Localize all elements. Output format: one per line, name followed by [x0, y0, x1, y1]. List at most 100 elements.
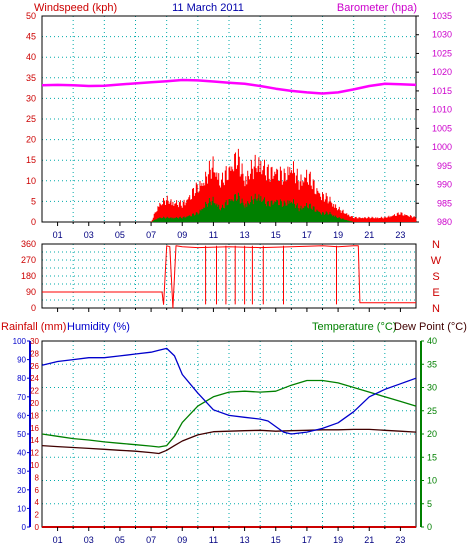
- wind-gust-series: [150, 148, 417, 222]
- barometer-y-tick-label: 1010: [432, 105, 452, 115]
- wind-y-tick-label: 20: [26, 135, 36, 145]
- barometer-y-tick-label: 1000: [432, 142, 452, 152]
- dewpoint-series: [41, 428, 417, 455]
- rain-y-tick-label: 18: [30, 411, 39, 420]
- wind-hour-label: 23: [395, 230, 405, 240]
- wind-hour-label: 03: [84, 230, 94, 240]
- barometer-y-tick-label: 990: [437, 180, 452, 190]
- wind-y-tick-label: 10: [26, 176, 36, 186]
- wind-direction-series: [42, 245, 416, 309]
- winddir-y-tick-label: 360: [21, 239, 36, 249]
- temperature-y-tick-label: 5: [427, 499, 432, 509]
- humidity-y-tick-label: 20: [17, 486, 26, 495]
- humidity-series: [41, 347, 417, 435]
- wind-y-tick-label: 45: [26, 32, 36, 42]
- rain-y-tick-label: 24: [30, 374, 39, 383]
- wind-y-tick-label: 30: [26, 93, 36, 103]
- wind-y-tick-label: 50: [26, 11, 36, 21]
- rain-y-tick-label: 0: [35, 523, 40, 532]
- barometer-y-tick-label: 1030: [432, 30, 452, 40]
- rain-y-tick-label: 22: [30, 387, 39, 396]
- rain-y-tick-label: 28: [30, 349, 39, 358]
- tick-layer: 0510152025303540455098098599099510001005…: [13, 11, 452, 545]
- temperature-y-tick-label: 20: [427, 429, 437, 439]
- temperature-y-tick-label: 35: [427, 359, 437, 369]
- wind-hour-label: 19: [333, 230, 343, 240]
- temperature-y-tick-label: 0: [427, 522, 432, 532]
- humidity-y-tick-label: 100: [13, 337, 27, 346]
- humidity-y-tick-label: 80: [17, 374, 26, 383]
- wind-y-tick-label: 25: [26, 114, 36, 124]
- humidity-y-tick-label: 0: [22, 523, 27, 532]
- temperature-series: [41, 379, 417, 448]
- compass-label: W: [431, 255, 442, 267]
- barometer-y-tick-label: 1020: [432, 67, 452, 77]
- climate-hour-label: 01: [53, 535, 63, 545]
- humidity-y-tick-label: 60: [17, 411, 26, 420]
- humidity-y-tick-label: 70: [17, 393, 26, 402]
- barometer-y-tick-label: 980: [437, 217, 452, 227]
- winddir-y-tick-label: 270: [21, 255, 36, 265]
- barometer-y-tick-label: 985: [437, 198, 452, 208]
- climate-hour-label: 17: [302, 535, 312, 545]
- wind-hour-label: 13: [240, 230, 250, 240]
- dewpoint-axis-title: Dew Point (°C): [394, 321, 467, 333]
- wind-hour-label: 17: [302, 230, 312, 240]
- rainfall-axis-title: Rainfall (mm): [1, 321, 66, 333]
- temperature-axis-title: Temperature (°C): [312, 321, 396, 333]
- climate-hour-label: 21: [364, 535, 374, 545]
- winddir-y-tick-label: 0: [31, 303, 36, 313]
- humidity-y-tick-label: 30: [17, 467, 26, 476]
- humidity-axis-title: Humidity (%): [67, 321, 130, 333]
- wind-hour-label: 01: [53, 230, 63, 240]
- humidity-y-tick-label: 10: [17, 504, 26, 513]
- barometer-series: [41, 78, 417, 95]
- series-layer: [41, 78, 417, 528]
- rain-y-tick-label: 8: [35, 473, 40, 482]
- temperature-y-tick-label: 10: [427, 476, 437, 486]
- temperature-y-tick-label: 30: [427, 383, 437, 393]
- compass-label: E: [432, 287, 439, 299]
- rain-y-tick-label: 14: [30, 436, 39, 445]
- barometer-y-tick-label: 995: [437, 161, 452, 171]
- wind-axis-title: Windspeed (kph): [34, 2, 117, 14]
- rain-y-tick-label: 10: [30, 461, 39, 470]
- wind-hour-label: 05: [115, 230, 125, 240]
- wind-hour-label: 11: [209, 230, 218, 240]
- rain-y-tick-label: 6: [35, 486, 40, 495]
- wind-y-tick-label: 0: [31, 217, 36, 227]
- wind-hour-label: 09: [177, 230, 187, 240]
- climate-hour-label: 15: [271, 535, 281, 545]
- barometer-y-tick-label: 1015: [432, 86, 452, 96]
- rain-y-tick-label: 26: [30, 362, 39, 371]
- climate-hour-label: 07: [146, 535, 156, 545]
- compass-label: N: [432, 303, 440, 315]
- climate-hour-label: 13: [240, 535, 250, 545]
- wind-hour-label: 07: [146, 230, 156, 240]
- temperature-y-tick-label: 40: [427, 336, 437, 346]
- rain-y-tick-label: 12: [30, 449, 39, 458]
- humidity-y-tick-label: 90: [17, 356, 26, 365]
- temperature-y-tick-label: 25: [427, 406, 437, 416]
- winddir-y-tick-label: 180: [21, 271, 36, 281]
- barometer-axis-title: Barometer (hpa): [337, 2, 417, 14]
- rain-y-tick-label: 16: [30, 424, 39, 433]
- temperature-y-tick-label: 15: [427, 452, 437, 462]
- wind-speed-series: [151, 192, 353, 222]
- humidity-y-tick-label: 50: [17, 430, 26, 439]
- winddir-y-tick-label: 90: [26, 287, 36, 297]
- rain-y-tick-label: 30: [30, 337, 39, 346]
- barometer-y-tick-label: 1005: [432, 123, 452, 133]
- wind-hour-label: 21: [364, 230, 374, 240]
- climate-hour-label: 11: [209, 535, 218, 545]
- wind-y-tick-label: 40: [26, 52, 36, 62]
- wind-hour-label: 15: [271, 230, 281, 240]
- compass-label: N: [432, 239, 440, 251]
- rain-y-tick-label: 20: [30, 399, 39, 408]
- climate-hour-label: 23: [395, 535, 405, 545]
- humidity-y-tick-label: 40: [17, 449, 26, 458]
- barometer-y-tick-label: 1025: [432, 48, 452, 58]
- climate-hour-label: 09: [177, 535, 187, 545]
- wind-y-tick-label: 35: [26, 73, 36, 83]
